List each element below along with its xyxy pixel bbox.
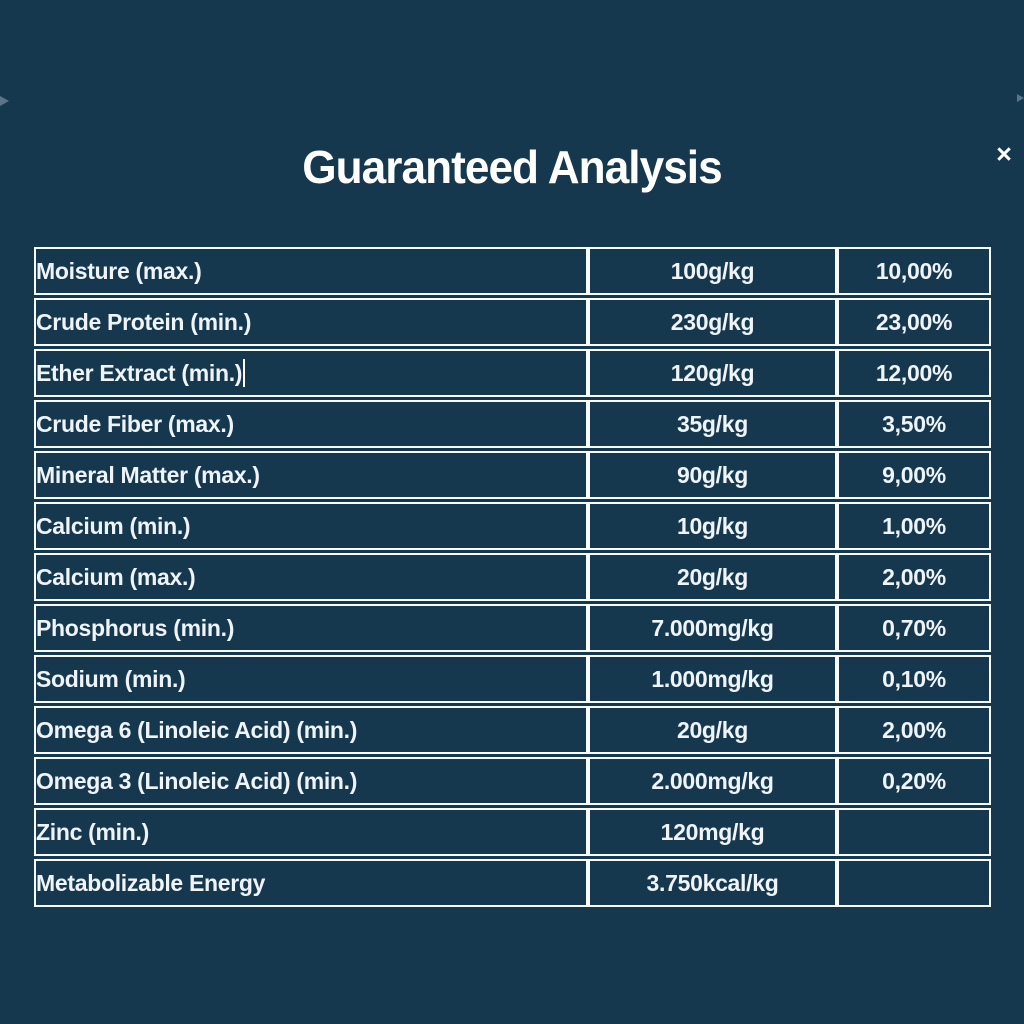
table-row: Omega 6 (Linoleic Acid) (min.) 20g/kg 2,00…	[34, 706, 991, 754]
amount-value-cell[interactable]: 2.000mg/kg	[588, 757, 837, 805]
cell-text: 3.750kcal/kg	[646, 869, 779, 896]
table-row: Metabolizable Energy 3.750kcal/kg	[34, 859, 991, 907]
percent-value-cell[interactable]: 0,20%	[837, 757, 991, 805]
percent-value-cell[interactable]: 0,70%	[837, 604, 991, 652]
percent-value-cell[interactable]: 2,00%	[837, 553, 991, 601]
cell-text: 1.000mg/kg	[651, 665, 774, 692]
cell-text: Mineral Matter (max.)	[36, 461, 260, 488]
amount-value-cell[interactable]: 120g/kg	[588, 349, 837, 397]
nutrient-name-cell[interactable]: Mineral Matter (max.)	[34, 451, 588, 499]
amount-value-cell[interactable]: 100g/kg	[588, 247, 837, 295]
nutrient-name-cell[interactable]: Omega 6 (Linoleic Acid) (min.)	[34, 706, 588, 754]
guaranteed-analysis-table: Moisture (max.) 100g/kg 10,00% Crude Protei…	[34, 244, 991, 910]
nutrient-name-cell[interactable]: Moisture (max.)	[34, 247, 588, 295]
cell-text: 0,10%	[882, 665, 946, 692]
carousel-left-arrow-remnant-icon	[0, 96, 9, 106]
table-row: Crude Fiber (max.) 35g/kg 3,50%	[34, 400, 991, 448]
text-cursor-caret	[243, 359, 246, 387]
cell-text: 120mg/kg	[660, 818, 765, 845]
cell-text: Sodium (min.)	[36, 665, 186, 692]
amount-value-cell[interactable]: 35g/kg	[588, 400, 837, 448]
nutrient-name-cell[interactable]: Sodium (min.)	[34, 655, 588, 703]
cell-text: 2.000mg/kg	[651, 767, 774, 794]
percent-value-cell[interactable]: 23,00%	[837, 298, 991, 346]
amount-value-cell[interactable]: 20g/kg	[588, 553, 837, 601]
cell-text: 10,00%	[875, 257, 953, 284]
cell-text: Omega 3 (Linoleic Acid) (min.)	[36, 767, 358, 794]
table-row: Mineral Matter (max.) 90g/kg 9,00%	[34, 451, 991, 499]
cell-text: 230g/kg	[670, 308, 755, 335]
cell-text: 10g/kg	[676, 512, 749, 539]
cell-text: 20g/kg	[676, 716, 749, 743]
amount-value-cell[interactable]: 90g/kg	[588, 451, 837, 499]
cell-text: 7.000mg/kg	[651, 614, 774, 641]
percent-value-cell[interactable]: 3,50%	[837, 400, 991, 448]
table-row: Moisture (max.) 100g/kg 10,00%	[34, 247, 991, 295]
cell-text: 3,50%	[882, 410, 946, 437]
table-row: Ether Extract (min.) 120g/kg 12,00%	[34, 349, 991, 397]
amount-value-cell[interactable]: 3.750kcal/kg	[588, 859, 837, 907]
cell-text: Metabolizable Energy	[36, 869, 266, 896]
table-row: Sodium (min.) 1.000mg/kg 0,10%	[34, 655, 991, 703]
percent-value-cell[interactable]: 0,10%	[837, 655, 991, 703]
table-row: Omega 3 (Linoleic Acid) (min.) 2.000mg/kg…	[34, 757, 991, 805]
amount-value-cell[interactable]: 20g/kg	[588, 706, 837, 754]
cell-text: Crude Fiber (max.)	[36, 410, 234, 437]
cell-text: Moisture (max.)	[36, 257, 202, 284]
percent-value-cell[interactable]: 1,00%	[837, 502, 991, 550]
percent-value-cell[interactable]: 12,00%	[837, 349, 991, 397]
cell-text: 2,00%	[882, 563, 946, 590]
table-row: Zinc (min.) 120mg/kg	[34, 808, 991, 856]
cell-text: Phosphorus (min.)	[36, 614, 235, 641]
cell-text: 100g/kg	[670, 257, 755, 284]
cell-text: 1,00%	[882, 512, 946, 539]
cell-text: 9,00%	[882, 461, 946, 488]
cell-text: Ether Extract (min.)	[36, 360, 243, 386]
amount-value-cell[interactable]: 230g/kg	[588, 298, 837, 346]
cell-text: 35g/kg	[676, 410, 749, 437]
nutrient-name-cell[interactable]: Ether Extract (min.)	[34, 349, 588, 397]
amount-value-cell[interactable]: 10g/kg	[588, 502, 837, 550]
cell-text: Calcium (min.)	[36, 512, 191, 539]
percent-value-cell[interactable]	[837, 808, 991, 856]
cell-text: 23,00%	[875, 308, 953, 335]
cell-text: 20g/kg	[676, 563, 749, 590]
table-row: Calcium (max.) 20g/kg 2,00%	[34, 553, 991, 601]
percent-value-cell[interactable]: 2,00%	[837, 706, 991, 754]
close-button[interactable]: ×	[986, 136, 1022, 172]
cell-text: 0,70%	[882, 614, 946, 641]
cell-text: Zinc (min.)	[36, 818, 149, 845]
carousel-right-arrow-remnant-icon	[1017, 94, 1024, 102]
nutrient-name-cell[interactable]: Crude Protein (min.)	[34, 298, 588, 346]
cell-text: 120g/kg	[670, 359, 755, 386]
cell-text: 0,20%	[882, 767, 946, 794]
percent-value-cell[interactable]	[837, 859, 991, 907]
amount-value-cell[interactable]: 1.000mg/kg	[588, 655, 837, 703]
cell-text: Crude Protein (min.)	[36, 308, 252, 335]
amount-value-cell[interactable]: 120mg/kg	[588, 808, 837, 856]
nutrient-name-cell[interactable]: Calcium (max.)	[34, 553, 588, 601]
cell-text: Calcium (max.)	[36, 563, 196, 590]
nutrient-name-cell[interactable]: Calcium (min.)	[34, 502, 588, 550]
table-row: Phosphorus (min.) 7.000mg/kg 0,70%	[34, 604, 991, 652]
cell-text: 2,00%	[882, 716, 946, 743]
percent-value-cell[interactable]: 10,00%	[837, 247, 991, 295]
cell-text: 12,00%	[875, 359, 953, 386]
modal-title: Guaranteed Analysis	[302, 141, 722, 193]
nutrient-name-cell[interactable]: Omega 3 (Linoleic Acid) (min.)	[34, 757, 588, 805]
percent-value-cell[interactable]: 9,00%	[837, 451, 991, 499]
cell-text: 90g/kg	[676, 461, 749, 488]
cell-text: Omega 6 (Linoleic Acid) (min.)	[36, 716, 358, 743]
table-row: Calcium (min.) 10g/kg 1,00%	[34, 502, 991, 550]
amount-value-cell[interactable]: 7.000mg/kg	[588, 604, 837, 652]
nutrient-name-cell[interactable]: Phosphorus (min.)	[34, 604, 588, 652]
nutrient-name-cell[interactable]: Zinc (min.)	[34, 808, 588, 856]
nutrient-name-cell[interactable]: Metabolizable Energy	[34, 859, 588, 907]
table-row: Crude Protein (min.) 230g/kg 23,00%	[34, 298, 991, 346]
nutrient-name-cell[interactable]: Crude Fiber (max.)	[34, 400, 588, 448]
